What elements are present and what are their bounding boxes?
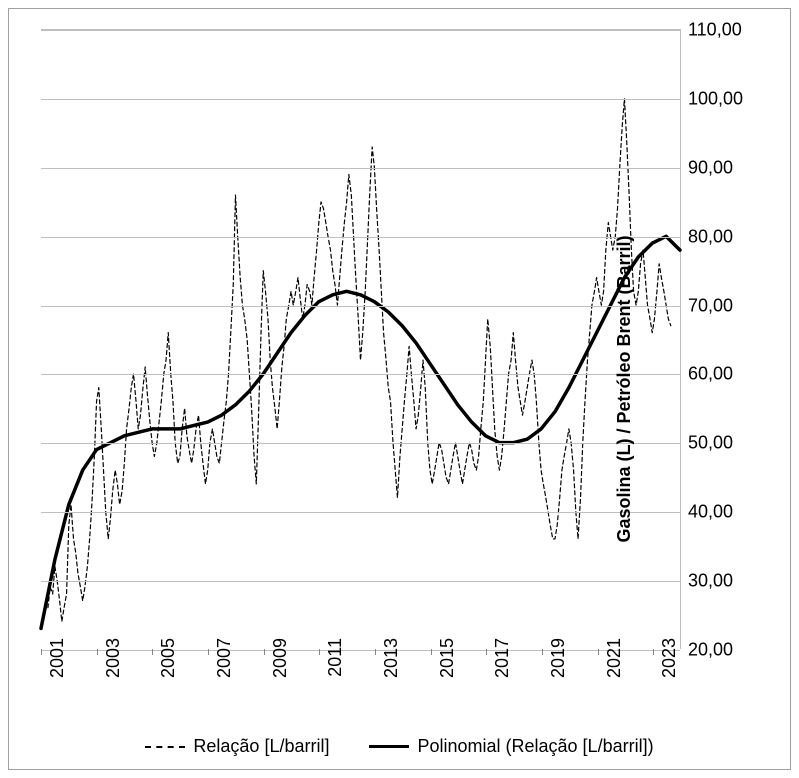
ytick-label: 60,00 bbox=[688, 364, 752, 385]
xtick-label: 2007 bbox=[214, 638, 235, 688]
chart-lines-svg bbox=[41, 30, 680, 649]
gridline bbox=[41, 237, 680, 238]
xtick-mark bbox=[653, 649, 654, 655]
xtick-label: 2019 bbox=[548, 638, 569, 688]
gridline bbox=[41, 99, 680, 100]
gridline bbox=[41, 650, 680, 651]
gridline bbox=[41, 512, 680, 513]
xtick-mark bbox=[97, 649, 98, 655]
xtick-label: 2011 bbox=[325, 638, 346, 688]
y-axis-title: Gasolina (L) / Petróleo Brent (Barril) bbox=[614, 235, 635, 542]
xtick-mark bbox=[598, 649, 599, 655]
gridline bbox=[41, 443, 680, 444]
legend-swatch-dashed-icon bbox=[145, 746, 185, 748]
ytick-label: 20,00 bbox=[688, 640, 752, 661]
xtick-label: 2015 bbox=[437, 638, 458, 688]
legend-label: Relação [L/barril] bbox=[193, 736, 329, 757]
plot-area: 20,0030,0040,0050,0060,0070,0080,0090,00… bbox=[41, 29, 681, 649]
ytick-label: 70,00 bbox=[688, 295, 752, 316]
ytick-label: 50,00 bbox=[688, 433, 752, 454]
series-relacao-line bbox=[41, 99, 671, 629]
legend-item-polinomial: Polinomial (Relação [L/barril]) bbox=[369, 736, 653, 757]
legend-swatch-solid-icon bbox=[369, 745, 409, 748]
xtick-label: 2005 bbox=[158, 638, 179, 688]
xtick-label: 2001 bbox=[47, 638, 68, 688]
xtick-mark bbox=[208, 649, 209, 655]
chart-container: 20,00 30,00 40,00 50,00 60,00 70,00 80,00 90,00… bbox=[8, 8, 791, 770]
series-polinomial-line bbox=[41, 236, 680, 628]
xtick-mark bbox=[486, 649, 487, 655]
gridline bbox=[41, 30, 680, 31]
ytick-label: 80,00 bbox=[688, 226, 752, 247]
ytick-label: 30,00 bbox=[688, 571, 752, 592]
xtick-label: 2003 bbox=[103, 638, 124, 688]
xtick-label: 2023 bbox=[659, 638, 680, 688]
gridline bbox=[41, 581, 680, 582]
legend-label: Polinomial (Relação [L/barril]) bbox=[417, 736, 653, 757]
ytick-label: 40,00 bbox=[688, 502, 752, 523]
legend-item-relacao: Relação [L/barril] bbox=[145, 736, 329, 757]
xtick-label: 2013 bbox=[381, 638, 402, 688]
xtick-mark bbox=[152, 649, 153, 655]
xtick-mark bbox=[542, 649, 543, 655]
ytick-label: 100,00 bbox=[688, 88, 752, 109]
xtick-mark bbox=[375, 649, 376, 655]
xtick-mark bbox=[41, 649, 42, 655]
gridline bbox=[41, 306, 680, 307]
xtick-label: 2021 bbox=[604, 638, 625, 688]
xtick-label: 2009 bbox=[270, 638, 291, 688]
xtick-mark bbox=[264, 649, 265, 655]
xtick-mark bbox=[431, 649, 432, 655]
gridline bbox=[41, 374, 680, 375]
gridline bbox=[41, 168, 680, 169]
legend: Relação [L/barril] Polinomial (Relação [… bbox=[9, 736, 790, 757]
ytick-label: 90,00 bbox=[688, 157, 752, 178]
ytick-label: 110,00 bbox=[688, 20, 752, 41]
xtick-mark bbox=[319, 649, 320, 655]
xtick-label: 2017 bbox=[492, 638, 513, 688]
